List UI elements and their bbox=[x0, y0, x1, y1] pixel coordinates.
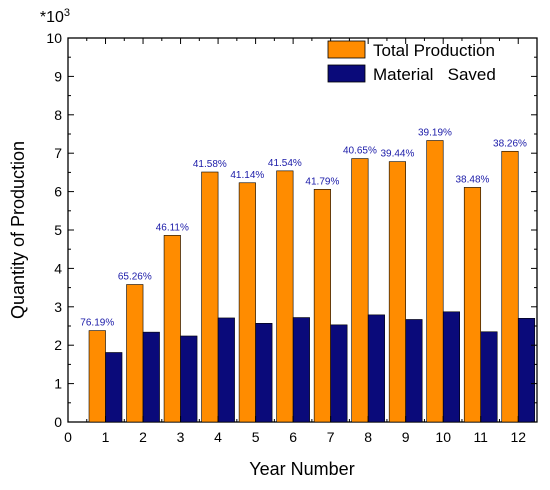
bar-material-saved-year-2 bbox=[142, 331, 160, 423]
y-multiplier-base: *10 bbox=[40, 9, 64, 26]
y-tick-label: 0 bbox=[54, 414, 62, 430]
bar-total-production-year-6 bbox=[276, 170, 294, 423]
legend: Total Production Material Saved bbox=[327, 40, 496, 84]
y-tick-label: 10 bbox=[46, 30, 62, 46]
x-tick-label: 8 bbox=[364, 429, 372, 445]
bar-material-saved-year-11 bbox=[480, 331, 498, 423]
bar-total-production-year-10 bbox=[426, 140, 444, 423]
y-tick-label: 8 bbox=[54, 107, 62, 123]
bars-group bbox=[88, 140, 536, 423]
legend-label-total-production: Total Production bbox=[373, 41, 495, 60]
bar-material-saved-year-8 bbox=[367, 314, 385, 423]
legend-swatch-material-saved bbox=[327, 64, 366, 83]
bar-total-production-year-2 bbox=[126, 284, 144, 423]
legend-swatch-total-production bbox=[327, 40, 366, 59]
bar-total-production-year-4 bbox=[201, 171, 219, 423]
data-label-year-2: 65.26% bbox=[118, 272, 152, 283]
bar-total-production-year-7 bbox=[313, 188, 331, 423]
x-tick-label: 3 bbox=[177, 429, 185, 445]
y-axis-title: Quantity of Production bbox=[8, 141, 28, 319]
data-label-year-5: 41.14% bbox=[230, 170, 264, 181]
bar-material-saved-year-5 bbox=[255, 323, 273, 423]
y-tick-label: 3 bbox=[54, 299, 62, 315]
y-multiplier: *103 bbox=[40, 7, 70, 26]
bar-material-saved-year-10 bbox=[442, 311, 461, 423]
bar-total-production-year-12 bbox=[501, 150, 519, 423]
x-axis: 0 1 2 3 4 5 6 7 8 9 10 11 12 bbox=[64, 38, 526, 445]
x-tick-label: 12 bbox=[510, 429, 526, 445]
plot-area: 76.19% 65.26% 46.11% 41.58%41.14% 41.54%41.7… bbox=[46, 30, 538, 445]
y-tick-label: 2 bbox=[54, 337, 62, 353]
data-label-year-3: 46.11% bbox=[156, 222, 189, 233]
x-axis-title: Year Number bbox=[249, 459, 354, 479]
bar-material-saved-year-12 bbox=[517, 318, 536, 423]
data-label-year-12: 38.26% bbox=[493, 138, 527, 149]
data-label-year-7: 41.79% bbox=[305, 176, 339, 187]
data-labels-group: 76.19% 65.26% 46.11% 41.58%41.14% 41.54%41.7… bbox=[80, 128, 527, 329]
bar-total-production-year-8 bbox=[351, 158, 369, 423]
bar-total-production-year-9 bbox=[388, 161, 406, 423]
x-tick-label: 11 bbox=[473, 429, 488, 445]
x-tick-label: 5 bbox=[252, 429, 260, 445]
data-label-year-8: 40.65% bbox=[343, 146, 377, 157]
x-tick-label: 2 bbox=[139, 429, 147, 445]
y-tick-label: 9 bbox=[54, 68, 62, 84]
bar-total-production-year-11 bbox=[463, 187, 482, 423]
bar-material-saved-year-3 bbox=[180, 335, 198, 423]
data-label-year-1: 76.19% bbox=[80, 318, 114, 329]
bar-material-saved-year-4 bbox=[217, 317, 235, 423]
y-tick-label: 6 bbox=[54, 184, 62, 200]
bar-total-production-year-5 bbox=[238, 182, 256, 423]
x-tick-label: 10 bbox=[435, 429, 451, 445]
data-label-year-9: 39.44% bbox=[380, 149, 414, 160]
x-tick-label: 7 bbox=[327, 429, 335, 445]
y-tick-label: 1 bbox=[54, 376, 62, 392]
x-tick-label: 9 bbox=[402, 429, 410, 445]
data-label-year-6: 41.54% bbox=[268, 158, 302, 169]
y-multiplier-exponent: 3 bbox=[64, 7, 70, 19]
bar-material-saved-year-7 bbox=[330, 324, 348, 423]
bar-material-saved-year-9 bbox=[405, 319, 423, 423]
bar-material-saved-year-1 bbox=[105, 352, 123, 423]
y-tick-label: 5 bbox=[54, 222, 62, 238]
bar-total-production-year-3 bbox=[163, 235, 181, 423]
data-label-year-10: 39.19% bbox=[418, 128, 452, 139]
y-tick-label: 4 bbox=[54, 260, 62, 276]
y-tick-label: 7 bbox=[54, 145, 62, 161]
bar-material-saved-year-6 bbox=[292, 317, 310, 423]
x-tick-label: 6 bbox=[289, 429, 297, 445]
y-axis: 0 1 2 3 4 5 6 7 8 9 10 bbox=[46, 30, 537, 430]
data-label-year-11: 38.48% bbox=[456, 174, 490, 185]
x-tick-label: 1 bbox=[102, 429, 110, 445]
x-tick-label: 4 bbox=[214, 429, 222, 445]
data-label-year-4: 41.58% bbox=[193, 159, 227, 170]
legend-label-material-saved: Material Saved bbox=[373, 65, 496, 84]
x-tick-label: 0 bbox=[64, 429, 72, 445]
bar-total-production-year-1 bbox=[88, 330, 106, 423]
